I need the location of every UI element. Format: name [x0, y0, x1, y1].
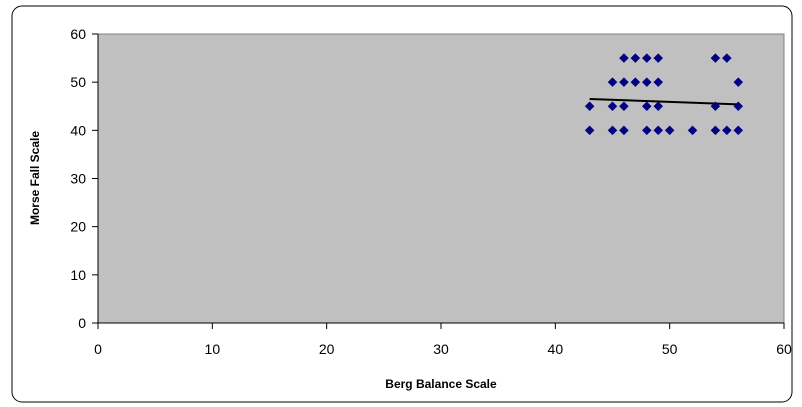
data-point — [641, 77, 652, 88]
data-point — [687, 125, 698, 136]
x-tick-label: 30 — [433, 341, 449, 357]
data-point — [619, 77, 629, 88]
data-point — [619, 125, 629, 136]
data-point — [664, 125, 675, 136]
data-point — [710, 53, 721, 63]
x-tick-label: 0 — [94, 341, 102, 357]
y-tick-label: 30 — [70, 171, 86, 187]
data-point — [641, 53, 652, 63]
x-tick-label: 10 — [205, 341, 221, 357]
data-point — [619, 101, 629, 112]
data-point — [710, 101, 721, 112]
scatter-points — [584, 53, 744, 136]
axes — [92, 33, 785, 329]
x-tick-label: 20 — [319, 341, 335, 357]
x-tick-label: 60 — [776, 341, 792, 357]
data-point — [733, 77, 744, 88]
data-point — [653, 77, 664, 88]
y-tick-label: 20 — [70, 219, 86, 235]
data-point — [607, 125, 618, 136]
x-tick-label: 40 — [548, 341, 564, 357]
x-tick-label: 50 — [662, 341, 678, 357]
data-point — [641, 101, 652, 112]
data-point — [721, 125, 732, 136]
data-point — [653, 101, 664, 112]
data-point — [653, 53, 664, 63]
data-point — [653, 125, 664, 136]
data-point — [619, 53, 629, 63]
data-point — [733, 125, 744, 136]
data-point — [607, 101, 618, 112]
data-point — [721, 53, 732, 63]
x-axis-title: Berg Balance Scale — [385, 377, 497, 391]
data-point — [630, 53, 641, 63]
y-tick-label: 50 — [70, 74, 86, 90]
data-point — [584, 125, 595, 136]
y-axis-title: Morse Fall Scale — [28, 131, 42, 225]
plot-area — [97, 33, 785, 324]
tick-labels: 0 10 20 30 40 50 60 0 10 20 30 40 50 60 — [70, 26, 792, 357]
data-point — [607, 77, 618, 88]
y-tick-label: 0 — [78, 315, 86, 331]
data-point — [710, 125, 721, 136]
data-point — [733, 101, 744, 112]
data-point — [584, 101, 595, 112]
y-tick-label: 60 — [70, 26, 86, 42]
y-tick-label: 10 — [70, 267, 86, 283]
data-point — [641, 125, 652, 136]
data-point — [630, 77, 641, 88]
y-tick-label: 40 — [70, 122, 86, 138]
